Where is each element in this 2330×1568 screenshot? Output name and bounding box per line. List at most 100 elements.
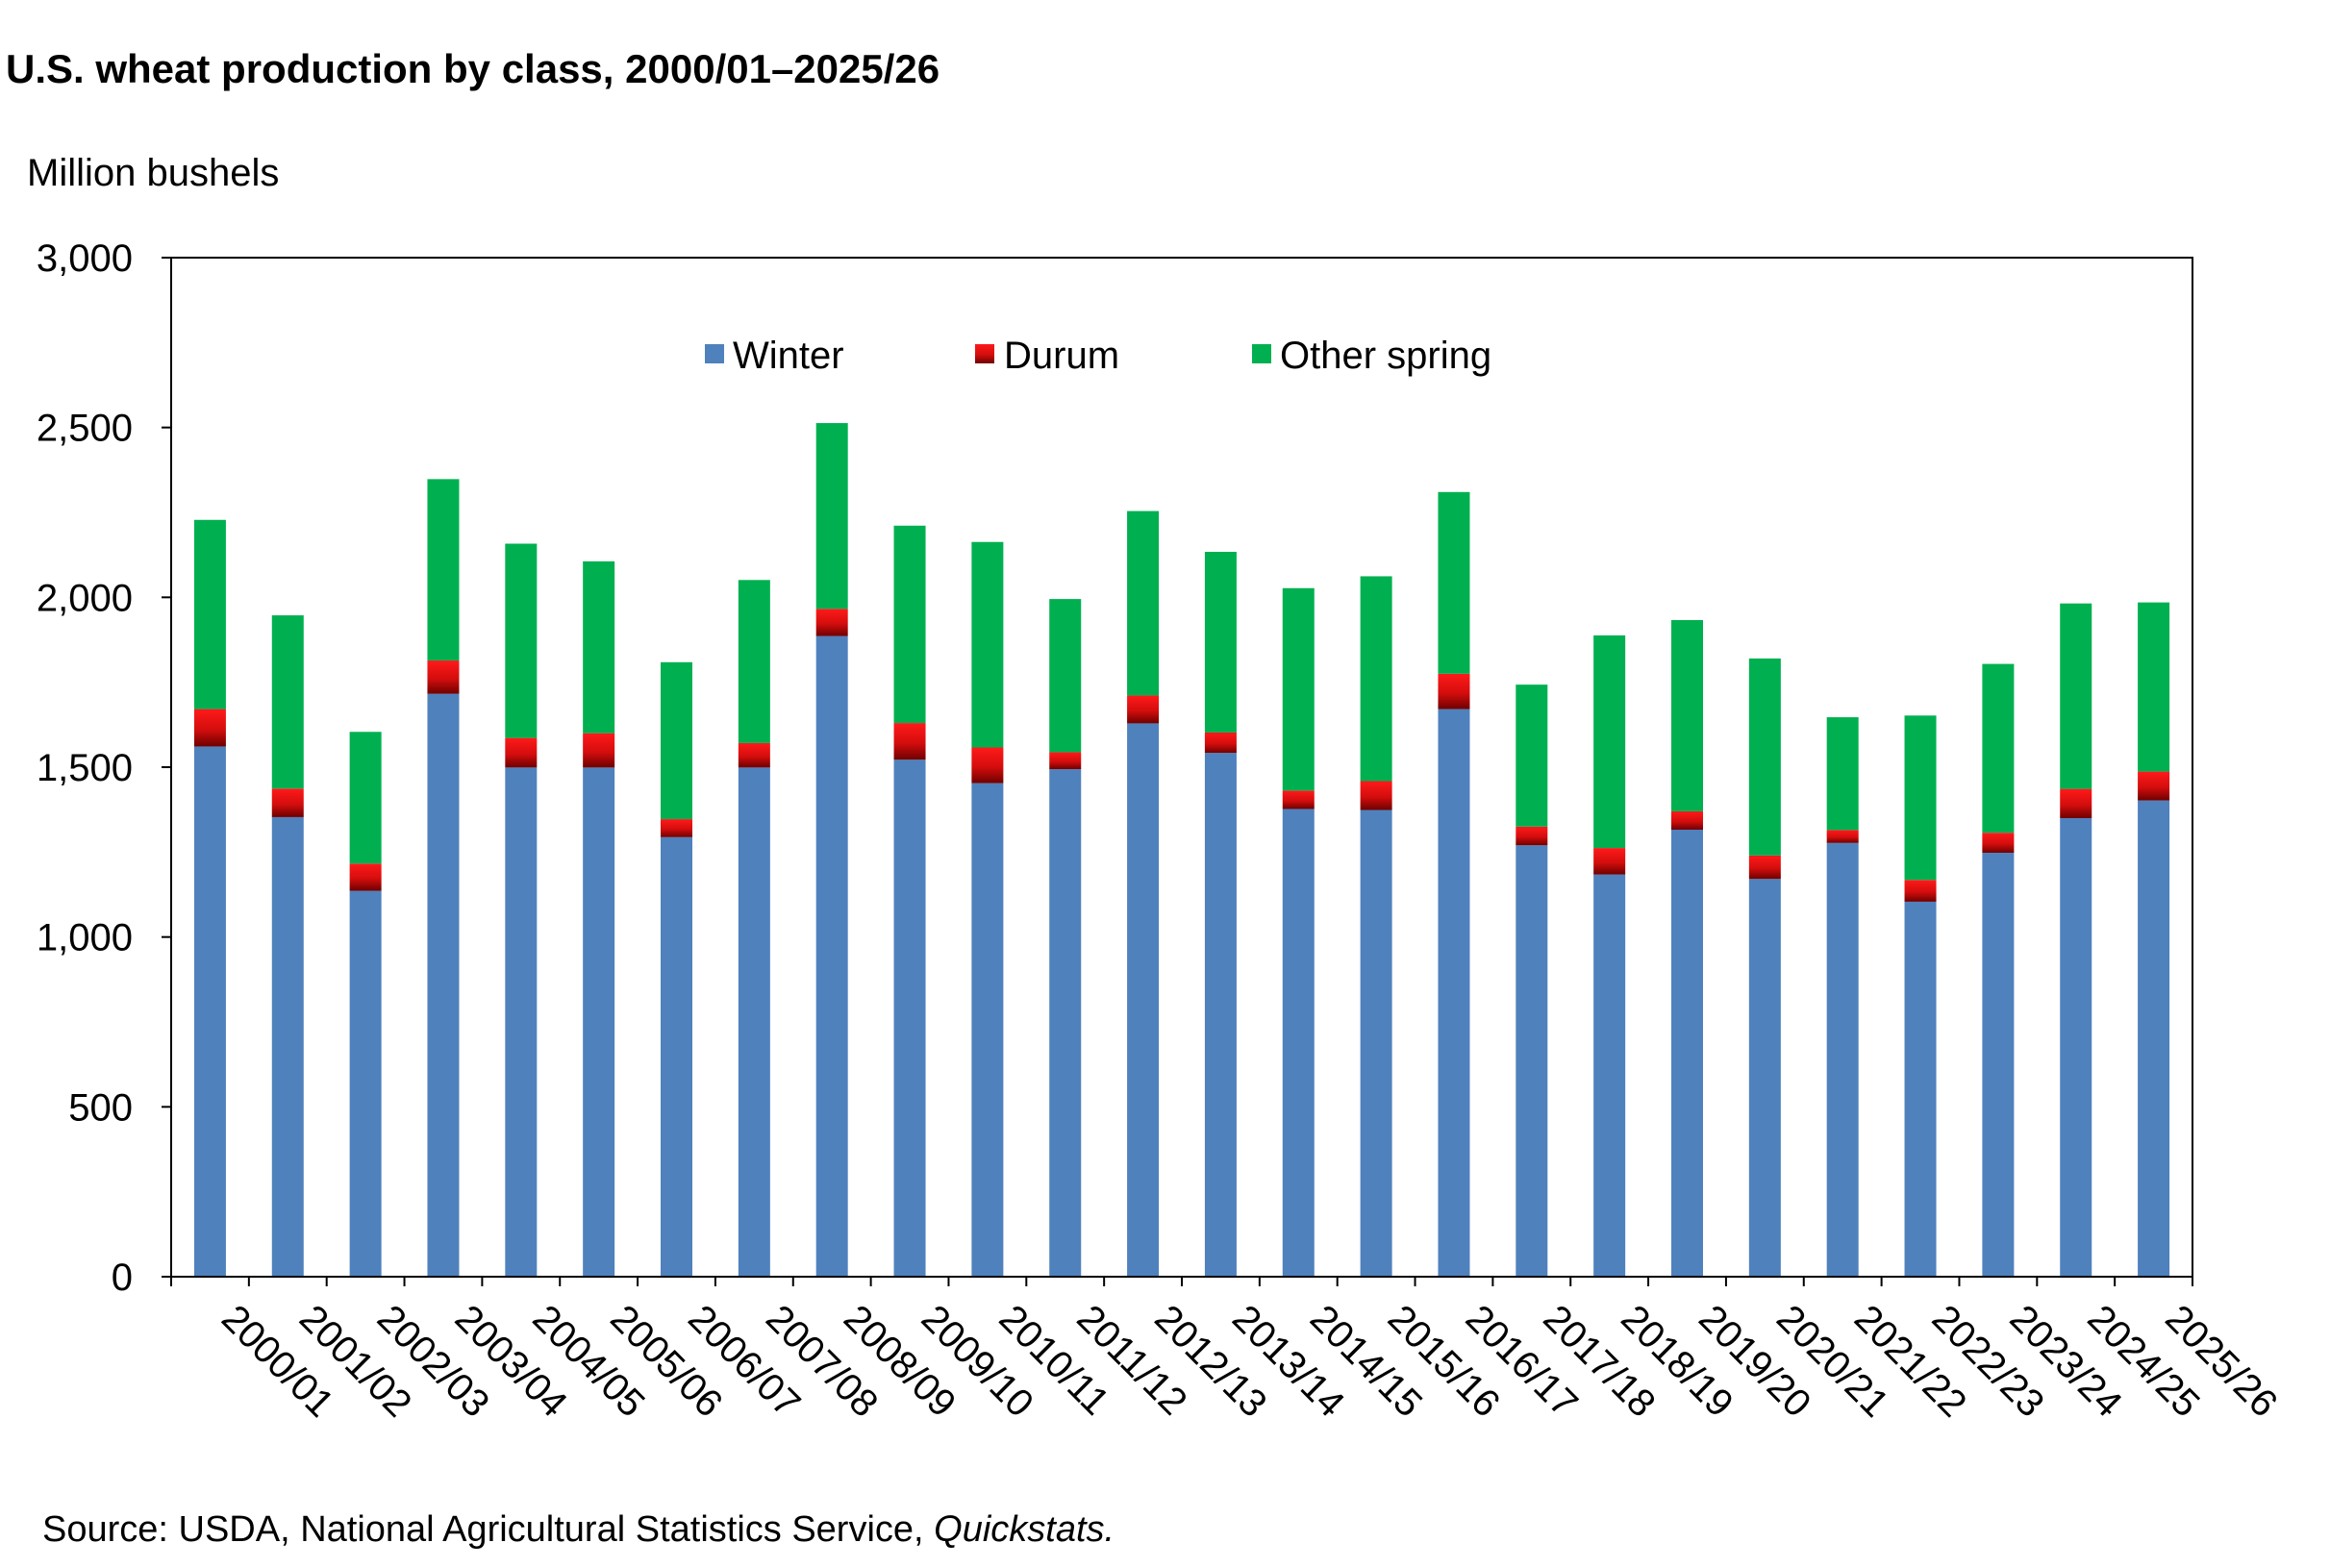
source-text: Source: USDA, National Agricultural Stat…: [42, 1509, 935, 1550]
bar-other-spring-2010-11: [971, 541, 1004, 748]
bar-winter-2015-16: [1360, 809, 1392, 1277]
bar-other-spring-2009-10: [893, 525, 926, 724]
bar-winter-2019-20: [1671, 830, 1703, 1277]
bar-durum-2018-19: [1593, 848, 1626, 875]
bar-durum-2015-16: [1360, 781, 1392, 810]
bar-durum-2020-21: [1748, 855, 1781, 880]
y-tick-label: 2,000: [37, 577, 133, 619]
bar-winter-2020-21: [1748, 879, 1781, 1277]
bar-durum-2017-18: [1516, 826, 1548, 846]
legend-swatch-winter: [705, 344, 724, 363]
bar-other-spring-2021-22: [1826, 717, 1859, 831]
bar-winter-2001-02: [271, 816, 304, 1277]
bar-other-spring-2020-21: [1748, 658, 1781, 856]
bar-winter-2004-05: [505, 767, 538, 1277]
bar-winter-2012-13: [1127, 723, 1160, 1277]
legend-label-durum: Durum: [1004, 335, 1119, 377]
bar-durum-2024-25: [2060, 788, 2092, 818]
y-tick-label: 0: [112, 1257, 133, 1299]
bar-winter-2005-06: [583, 767, 615, 1277]
bar-winter-2008-09: [815, 635, 848, 1277]
bar-durum-2022-23: [1904, 880, 1937, 902]
bar-other-spring-2018-19: [1593, 635, 1626, 849]
plot-frame: [170, 257, 2193, 1278]
bar-winter-2011-12: [1049, 769, 1082, 1277]
bar-other-spring-2000-01: [193, 519, 226, 709]
bar-other-spring-2011-12: [1049, 599, 1082, 753]
bar-winter-2014-15: [1282, 809, 1315, 1277]
y-tick-label: 1,500: [37, 747, 133, 789]
y-tick-label: 500: [68, 1086, 133, 1129]
bar-durum-2003-04: [427, 660, 460, 694]
bar-other-spring-2017-18: [1516, 684, 1548, 827]
bar-other-spring-2001-02: [271, 615, 304, 789]
bar-winter-2018-19: [1593, 874, 1626, 1277]
bar-other-spring-2013-14: [1204, 551, 1237, 733]
bar-durum-2008-09: [815, 609, 848, 636]
bar-winter-2021-22: [1826, 842, 1859, 1277]
bar-durum-2012-13: [1127, 695, 1160, 724]
bar-winter-2022-23: [1904, 901, 1937, 1277]
bars-layer: [193, 423, 2170, 1277]
y-axis-label: Million bushels: [27, 152, 280, 194]
bar-durum-2009-10: [893, 723, 926, 760]
bar-other-spring-2023-24: [1982, 663, 2015, 834]
bar-other-spring-2015-16: [1360, 576, 1392, 782]
y-tick-label: 2,500: [37, 408, 133, 450]
bar-durum-2002-03: [349, 863, 382, 891]
bar-other-spring-2012-13: [1127, 510, 1160, 696]
bar-winter-2023-24: [1982, 853, 2015, 1277]
bar-durum-2016-17: [1438, 673, 1470, 709]
bar-durum-2014-15: [1282, 790, 1315, 809]
bar-winter-2003-04: [427, 693, 460, 1277]
bar-other-spring-2008-09: [815, 423, 848, 610]
bar-durum-2006-07: [661, 819, 692, 837]
bar-other-spring-2024-25: [2060, 603, 2092, 789]
bar-durum-2021-22: [1826, 830, 1859, 843]
bar-other-spring-2005-06: [583, 560, 615, 734]
bar-durum-2001-02: [271, 788, 304, 817]
bar-winter-2010-11: [971, 783, 1004, 1277]
bar-other-spring-2007-08: [738, 580, 770, 743]
legend-label-winter: Winter: [733, 335, 844, 377]
bar-durum-2000-01: [193, 709, 226, 747]
y-tick-label: 3,000: [37, 237, 133, 280]
bar-other-spring-2004-05: [505, 543, 538, 738]
bar-other-spring-2016-17: [1438, 491, 1470, 674]
legend: Winter Durum Other spring: [705, 335, 1491, 377]
legend-label-other-spring: Other spring: [1280, 335, 1491, 377]
bar-winter-2025-26: [2138, 800, 2170, 1277]
bar-other-spring-2014-15: [1282, 587, 1315, 791]
legend-swatch-other-spring: [1252, 344, 1271, 363]
bar-winter-2002-03: [349, 890, 382, 1277]
bar-other-spring-2025-26: [2138, 602, 2170, 772]
bar-winter-2000-01: [193, 746, 226, 1277]
bar-other-spring-2019-20: [1671, 620, 1703, 811]
bar-winter-2006-07: [661, 836, 692, 1277]
bar-winter-2024-25: [2060, 818, 2092, 1277]
chart-title: U.S. wheat production by class, 2000/01–…: [6, 46, 940, 91]
source-italic-text: Quickstats.: [934, 1509, 1115, 1550]
bar-durum-2010-11: [971, 747, 1004, 784]
bar-other-spring-2002-03: [349, 732, 382, 864]
bar-winter-2013-14: [1204, 753, 1237, 1277]
bar-other-spring-2003-04: [427, 479, 460, 661]
bar-other-spring-2022-23: [1904, 715, 1937, 881]
legend-swatch-durum: [975, 344, 994, 363]
bar-other-spring-2006-07: [661, 661, 692, 820]
source-note: Source: USDA, National Agricultural Stat…: [42, 1509, 1115, 1551]
bar-winter-2009-10: [893, 759, 926, 1277]
y-tick-label: 1,000: [37, 917, 133, 959]
bar-durum-2007-08: [738, 742, 770, 768]
bar-durum-2019-20: [1671, 810, 1703, 831]
bar-winter-2017-18: [1516, 845, 1548, 1277]
bar-winter-2007-08: [738, 767, 770, 1277]
bar-winter-2016-17: [1438, 709, 1470, 1277]
bar-durum-2013-14: [1204, 732, 1237, 754]
bar-durum-2004-05: [505, 737, 538, 768]
bar-durum-2005-06: [583, 733, 615, 768]
bar-durum-2011-12: [1049, 752, 1082, 770]
bar-durum-2023-24: [1982, 833, 2015, 854]
bar-durum-2025-26: [2138, 771, 2170, 801]
